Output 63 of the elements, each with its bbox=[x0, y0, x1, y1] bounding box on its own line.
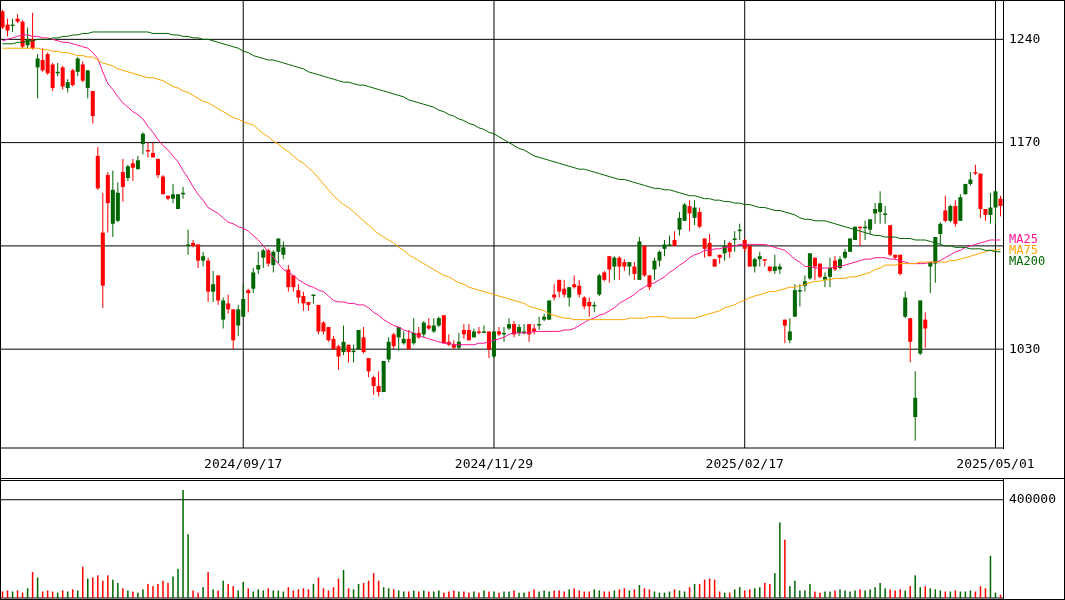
x-tick-label: 2024/11/29 bbox=[454, 456, 534, 471]
candlestick bbox=[221, 297, 226, 329]
x-tick-label: 2025/02/17 bbox=[705, 456, 784, 471]
candlestick bbox=[883, 205, 888, 225]
candlestick bbox=[597, 273, 602, 297]
candlestick bbox=[276, 238, 281, 265]
candlestick bbox=[938, 221, 943, 245]
y-tick-label: 1240 bbox=[1009, 30, 1041, 46]
candlestick bbox=[993, 190, 998, 225]
candlestick bbox=[451, 339, 456, 350]
candlestick bbox=[246, 288, 251, 313]
candlestick bbox=[85, 69, 90, 99]
candlestick bbox=[376, 370, 381, 397]
candlestick bbox=[507, 317, 512, 331]
candlestick bbox=[988, 192, 993, 225]
candlestick bbox=[747, 243, 752, 268]
candlestick bbox=[140, 131, 145, 155]
candlestick bbox=[958, 193, 963, 222]
candlestick bbox=[923, 311, 928, 349]
x-tick-label: 2025/05/01 bbox=[956, 456, 1035, 471]
candlestick bbox=[913, 370, 918, 442]
candlestick bbox=[943, 195, 948, 223]
candlestick bbox=[697, 207, 702, 229]
candlestick bbox=[903, 291, 908, 319]
candlestick bbox=[341, 325, 346, 356]
candlestick bbox=[827, 257, 832, 288]
candlestick bbox=[617, 255, 622, 281]
candlestick bbox=[953, 199, 958, 228]
candlestick bbox=[386, 336, 391, 363]
y-tick-label: 1030 bbox=[1009, 340, 1041, 356]
candlestick bbox=[787, 317, 792, 344]
candlestick bbox=[286, 264, 291, 293]
y-tick-label: 1170 bbox=[1009, 134, 1041, 150]
candlestick bbox=[75, 56, 80, 77]
candlestick bbox=[692, 199, 697, 226]
candlestick bbox=[226, 294, 231, 315]
candlestick bbox=[476, 326, 481, 335]
candlestick bbox=[186, 229, 191, 256]
candlestick bbox=[120, 158, 125, 203]
candlestick bbox=[130, 158, 135, 182]
candlestick bbox=[537, 316, 542, 331]
candlestick bbox=[361, 326, 366, 355]
series-label: MA200 bbox=[1009, 254, 1046, 269]
candlestick bbox=[201, 251, 206, 268]
candlestick bbox=[371, 375, 376, 396]
candlestick bbox=[998, 195, 1003, 217]
candlestick bbox=[486, 330, 491, 359]
candlestick bbox=[908, 317, 913, 363]
text: 400000 bbox=[1009, 491, 1056, 507]
candlestick bbox=[607, 255, 612, 284]
candlestick bbox=[60, 65, 65, 91]
candlestick bbox=[80, 60, 85, 83]
x-tick-label: 2024/09/17 bbox=[204, 456, 283, 471]
candlestick bbox=[251, 267, 256, 294]
candlestick bbox=[496, 326, 501, 337]
candlestick bbox=[687, 199, 692, 232]
candlestick bbox=[366, 357, 371, 378]
candlestick bbox=[261, 248, 266, 269]
candlestick bbox=[296, 283, 301, 304]
candlestick bbox=[612, 255, 617, 281]
candlestick bbox=[481, 325, 486, 334]
candlestick bbox=[211, 270, 216, 303]
candlestick bbox=[567, 286, 572, 307]
